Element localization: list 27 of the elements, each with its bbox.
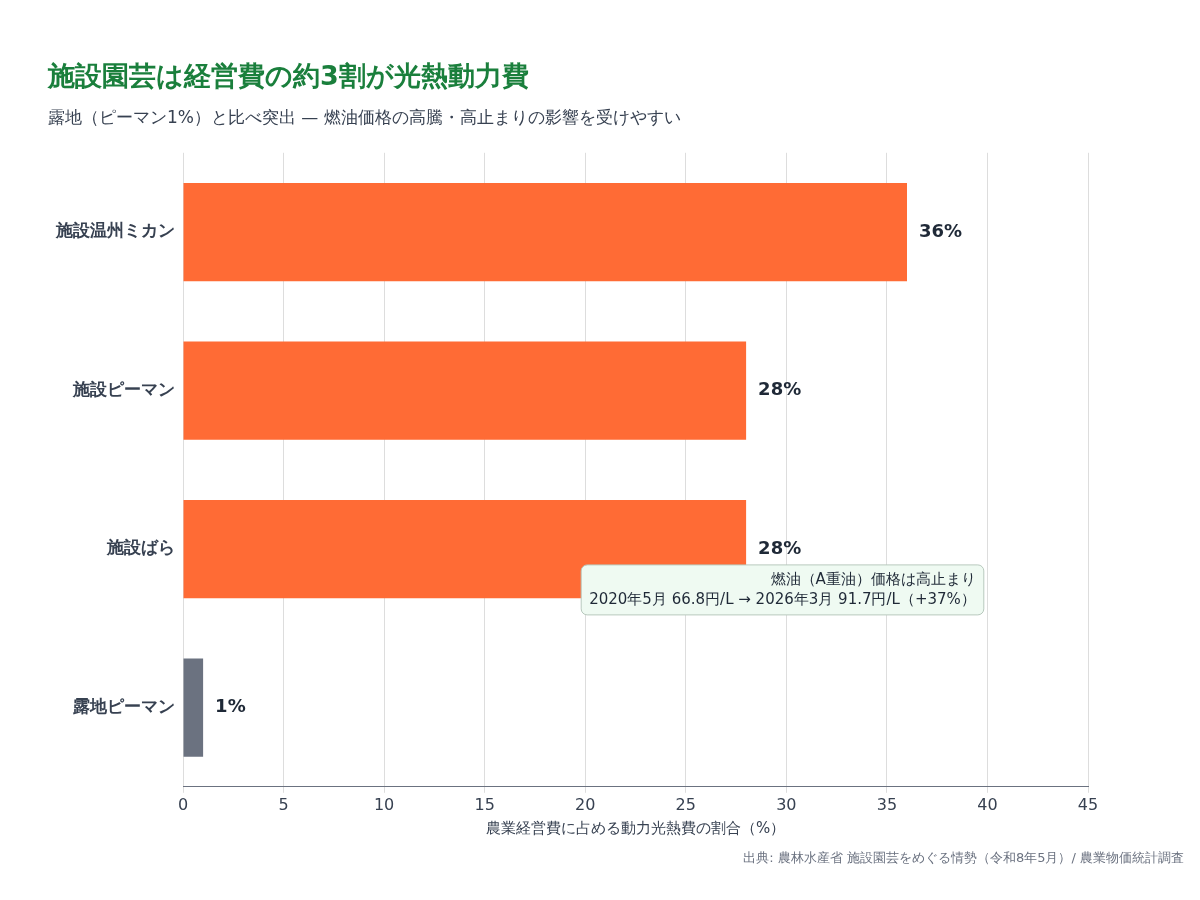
y-tick-label: 施設温州ミカン [55,220,175,241]
data-label: 28% [758,536,802,558]
x-axis-title: 農業経営費に占める動力光熱費の割合（%） [485,818,786,837]
bar [183,658,204,757]
y-tick-label: 施設ばら [106,537,175,558]
x-tick-label: 20 [575,794,596,814]
y-tick-label: 施設ピーマン [72,378,175,399]
x-tick-label: 0 [177,794,189,814]
annotation: 燃油（A重油）価格は高止まり [770,569,976,588]
x-tick-label: 25 [675,794,696,814]
bar [183,341,747,440]
x-tick-label: 35 [876,794,898,814]
annotation: 2020年5月 66.8円/L → 2026年3月 91.7円/L（+37%） [589,589,976,608]
data-label: 36% [919,219,963,241]
x-tick-label: 40 [977,794,998,814]
chart-title: 施設園芸は経営費の約3割が光熱動力費 [47,60,529,92]
source-note: 出典: 農林水産省 施設園芸をめぐる情勢（令和8年5月）/ 農業物価統計調査 [743,850,1184,865]
chart-subtitle: 露地（ピーマン1%）と比べ突出 — 燃油価格の高騰・高止まりの影響を受けやすい [48,107,681,128]
x-tick-label: 5 [278,794,289,814]
y-tick-label: 露地ピーマン [72,695,175,716]
data-label: 1% [215,695,246,717]
x-tick-label: 30 [776,794,797,814]
x-tick-label: 45 [1077,794,1099,814]
x-tick-label: 15 [474,794,495,814]
data-label: 28% [758,378,802,400]
bar [183,182,907,282]
x-tick-label: 10 [373,794,395,814]
